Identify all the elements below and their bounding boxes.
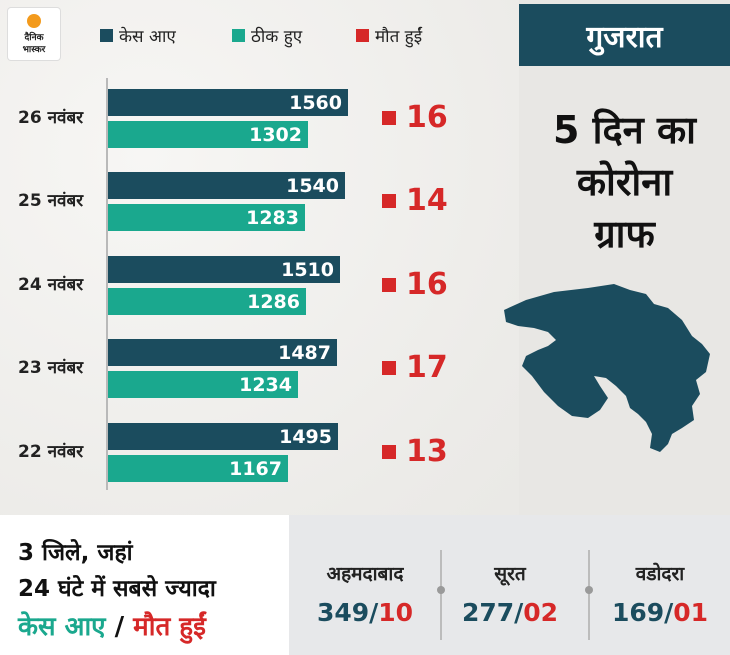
death-value: 17: [406, 350, 448, 385]
city-cases: 169: [611, 598, 665, 627]
date-label: 26 नवंबर: [18, 108, 84, 128]
date-label: 23 नवंबर: [18, 358, 84, 378]
death-marker: 17: [382, 350, 448, 385]
logo-line1: दैनिक: [24, 33, 44, 43]
bottom-title-deaths: मौत हुईं: [133, 612, 206, 642]
death-marker: 13: [382, 434, 448, 469]
death-value: 13: [406, 434, 448, 469]
date-label: 25 नवंबर: [18, 191, 84, 211]
death-square-icon: [382, 277, 396, 292]
bar-recovered: 1286: [108, 288, 306, 315]
death-square-icon: [382, 110, 396, 125]
legend-item-recovered: ठीक हुए: [232, 22, 302, 48]
graph-title-line3: ग्राफ: [594, 212, 655, 256]
bottom-title-sep: /: [105, 612, 134, 642]
legend-item-deaths: मौत हुईं: [356, 22, 422, 48]
city-name-vadodara: वडोदरा: [635, 563, 685, 585]
death-value: 16: [406, 100, 448, 135]
legend-label-deaths: मौत हुईं: [375, 26, 423, 47]
city-cases: 277: [461, 598, 515, 627]
divider: [588, 550, 590, 640]
legend-swatch-recovered: [232, 28, 245, 42]
city-deaths: 01: [673, 598, 709, 627]
death-marker: 14: [382, 183, 448, 218]
divider-dot: [437, 586, 445, 594]
sun-icon: [27, 14, 41, 28]
bar-recovered: 1302: [108, 121, 308, 148]
slash: /: [514, 598, 524, 627]
city-deaths: 10: [378, 598, 414, 627]
slash: /: [664, 598, 674, 627]
death-value: 16: [406, 267, 448, 302]
legend-label-recovered: ठीक हुए: [251, 26, 303, 47]
city-name-ahmedabad: अहमदाबाद: [326, 563, 404, 585]
bar-recovered: 1167: [108, 455, 288, 482]
legend-label-cases: केस आए: [119, 26, 176, 47]
bottom-title-cases: केस आए: [18, 612, 106, 642]
death-value: 14: [406, 183, 448, 218]
city-cases: 349: [316, 598, 370, 627]
chart-axis: [106, 78, 108, 490]
legend-item-cases: केस आए: [100, 22, 176, 48]
divider-dot: [585, 586, 593, 594]
date-label: 24 नवंबर: [18, 275, 84, 295]
graph-title-line2: कोरोना: [576, 160, 673, 204]
legend-swatch-cases: [100, 28, 113, 42]
legend-swatch-deaths: [356, 28, 369, 42]
dainik-bhaskar-logo: दैनिक भास्कर: [8, 8, 60, 60]
city-value-surat: 277/02: [445, 598, 575, 627]
gujarat-map-icon: [504, 284, 710, 452]
death-square-icon: [382, 193, 396, 208]
state-panel: [519, 0, 730, 515]
city-name-surat: सूरत: [494, 563, 526, 585]
date-label: 22 नवंबर: [18, 442, 84, 462]
state-title: गुजरात: [519, 4, 730, 66]
bar-cases: 1495: [108, 423, 338, 450]
bottom-title-line1: 3 जिले, जहां: [18, 540, 133, 566]
city-value-ahmedabad: 349/10: [300, 598, 430, 627]
bar-cases: 1487: [108, 339, 337, 366]
city-value-vadodara: 169/01: [595, 598, 725, 627]
slash: /: [369, 598, 379, 627]
bar-cases: 1510: [108, 256, 340, 283]
divider: [440, 550, 442, 640]
logo-line2: भास्कर: [22, 45, 46, 55]
death-marker: 16: [382, 267, 448, 302]
bar-recovered: 1234: [108, 371, 298, 398]
bottom-title-line2: 24 घंटे में सबसे ज्यादा: [18, 576, 216, 602]
bar-cases: 1560: [108, 89, 348, 116]
graph-title-line1: 5 दिन का: [552, 108, 697, 152]
death-marker: 16: [382, 100, 448, 135]
city-deaths: 02: [523, 598, 559, 627]
death-square-icon: [382, 360, 396, 375]
bottom-title-line3: केस आए / मौत हुईं: [18, 607, 206, 643]
death-square-icon: [382, 444, 396, 459]
bar-recovered: 1283: [108, 204, 305, 231]
bar-cases: 1540: [108, 172, 345, 199]
district-strip: [289, 515, 730, 655]
